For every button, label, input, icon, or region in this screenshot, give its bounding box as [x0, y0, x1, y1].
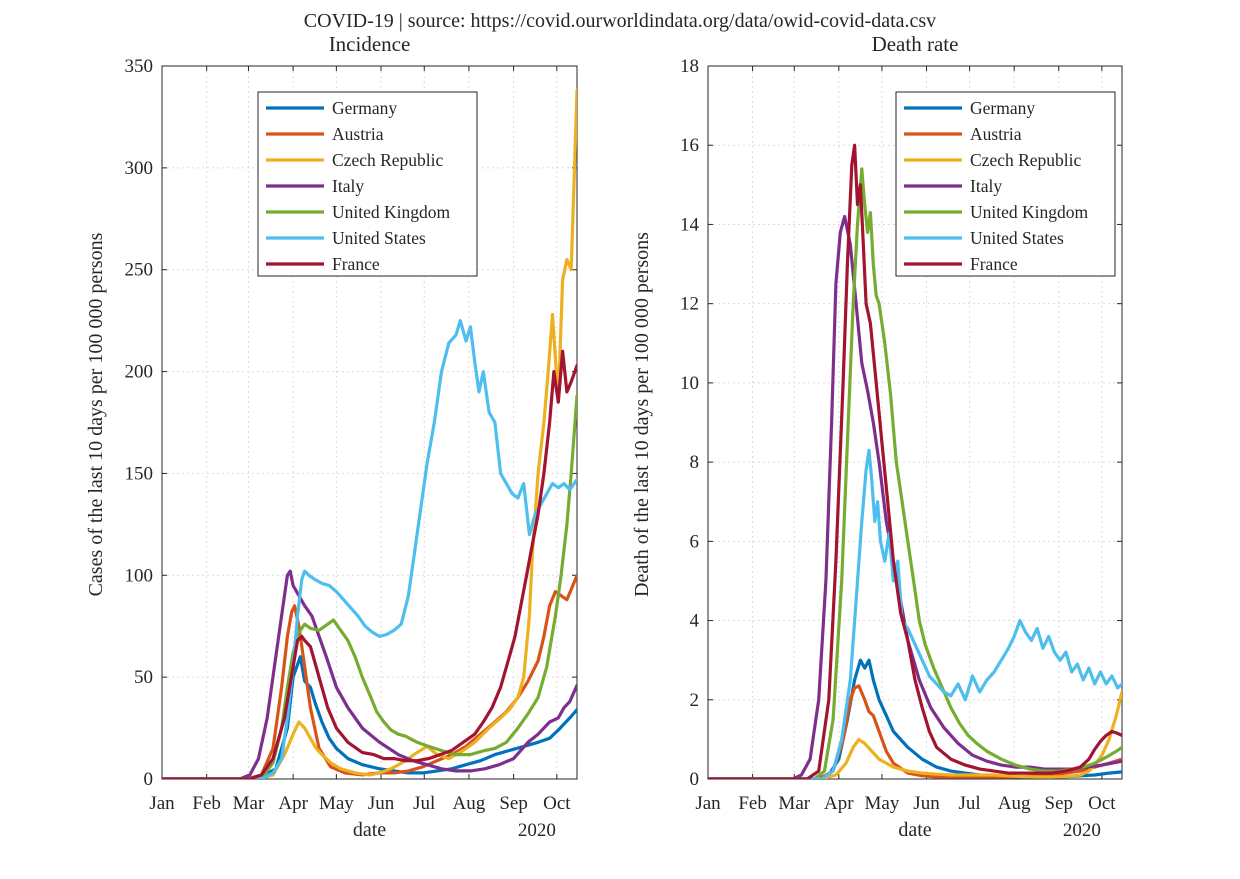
incidence-ytick-label: 0	[144, 769, 154, 790]
incidence-ytick-label: 250	[125, 260, 154, 281]
incidence-legend: Germany Austria Czech Republic Italy United …	[257, 91, 478, 277]
incidence-ytick-label: 50	[134, 667, 153, 688]
incidence-series-lines	[162, 88, 577, 779]
death-rate-legend: Germany Austria Czech Republic Italy United …	[895, 91, 1116, 277]
death-rate-legend-label-united-states: United States	[970, 228, 1064, 248]
incidence-xtick-label: Feb	[192, 793, 221, 814]
death-rate-ytick-label: 8	[690, 452, 700, 473]
death-rate-series-lines	[708, 143, 1122, 779]
death-rate-xtick-label: Aug	[998, 793, 1031, 814]
death-rate-ytick-label: 10	[680, 373, 699, 394]
death-rate-series-austria	[708, 684, 1122, 779]
incidence-ytick-label: 200	[125, 362, 154, 383]
incidence-series-italy	[162, 569, 577, 779]
incidence-series-united-kingdom	[162, 394, 577, 779]
incidence-xtick-label: Sep	[499, 793, 528, 814]
death-rate-ytick-label: 16	[680, 135, 699, 156]
death-rate-legend-label-germany: Germany	[970, 98, 1035, 118]
death-rate-legend-label-france: France	[970, 254, 1018, 274]
figure-suptitle: COVID-19 | source: https://covid.ourworl…	[304, 10, 936, 32]
death-rate-ytick-label: 12	[680, 294, 699, 315]
incidence-legend-label-united-states: United States	[332, 228, 426, 248]
incidence-x-axis-label: date	[353, 819, 386, 841]
death-rate-xtick-label: May	[865, 793, 900, 814]
death-rate-xtick-label: Apr	[824, 793, 854, 814]
incidence-axes-box	[161, 65, 578, 780]
incidence-legend-box	[257, 91, 478, 277]
death-rate-axes-box	[707, 65, 1123, 780]
incidence-series-france	[162, 349, 577, 779]
incidence-ytick-label: 300	[125, 158, 154, 179]
death-rate-legend-label-austria: Austria	[970, 124, 1022, 144]
death-rate-series-czech-republic	[708, 690, 1122, 779]
death-rate-x-axis-label: date	[898, 819, 931, 841]
death-rate-xtick-label: Mar	[778, 793, 810, 814]
death-rate-series-france	[708, 143, 1122, 779]
incidence-panel: 0 50 100 150 200 250 300 350 Jan Feb Mar Apr May Jun J…	[85, 32, 578, 841]
incidence-legend-label-czech-republic: Czech Republic	[332, 150, 444, 170]
death-rate-title: Death rate	[872, 32, 959, 56]
incidence-series-germany	[162, 655, 577, 779]
incidence-year-label: 2020	[518, 820, 556, 841]
death-rate-y-axis-label: Death of the last 10 days per 100 000 pe…	[631, 232, 653, 597]
death-rate-ytick-label: 2	[690, 690, 700, 711]
death-rate-series-united-kingdom	[708, 167, 1122, 779]
incidence-grid	[162, 66, 577, 779]
death-rate-year-label: 2020	[1063, 820, 1101, 841]
death-rate-xtick-label: Sep	[1045, 793, 1074, 814]
death-rate-ytick-label: 6	[690, 531, 700, 552]
death-rate-legend-label-united-kingdom: United Kingdom	[970, 202, 1089, 222]
death-rate-xtick-label: Jun	[913, 793, 940, 814]
incidence-legend-label-united-kingdom: United Kingdom	[332, 202, 451, 222]
incidence-xtick-label: Jun	[368, 793, 395, 814]
incidence-xtick-label: Mar	[233, 793, 265, 814]
incidence-xtick-label: Jan	[149, 793, 175, 814]
incidence-legend-label-austria: Austria	[332, 124, 384, 144]
death-rate-legend-label-czech-republic: Czech Republic	[970, 150, 1082, 170]
death-rate-ytick-label: 18	[680, 56, 699, 77]
incidence-xtick-label: Aug	[453, 793, 486, 814]
death-rate-series-united-states	[708, 448, 1122, 779]
incidence-series-united-states	[162, 319, 577, 779]
death-rate-legend-box	[895, 91, 1116, 277]
death-rate-xtick-label: Jul	[959, 793, 981, 814]
death-rate-ytick-label: 0	[690, 769, 700, 790]
incidence-legend-label-france: France	[332, 254, 380, 274]
incidence-series-austria	[162, 573, 577, 779]
death-rate-ytick-label: 14	[680, 214, 700, 235]
incidence-xtick-label: Oct	[543, 793, 571, 814]
death-rate-series-italy	[708, 214, 1122, 779]
incidence-ytick-label: 350	[125, 56, 154, 77]
incidence-legend-label-germany: Germany	[332, 98, 397, 118]
death-rate-xtick-label: Feb	[738, 793, 767, 814]
incidence-title: Incidence	[329, 32, 411, 56]
death-rate-panel: 0 2 4 6 8 10 12 14 16 18 Jan Feb Mar Apr May Jun Jul Aug S…	[631, 32, 1123, 841]
incidence-xtick-label: Jul	[413, 793, 435, 814]
death-rate-legend-label-italy: Italy	[970, 176, 1002, 196]
death-rate-xtick-label: Oct	[1088, 793, 1116, 814]
incidence-legend-label-italy: Italy	[332, 176, 364, 196]
incidence-ytick-label: 100	[125, 565, 154, 586]
incidence-xtick-label: May	[319, 793, 354, 814]
incidence-y-axis-label: Cases of the last 10 days per 100 000 pe…	[85, 232, 107, 596]
death-rate-xtick-label: Jan	[695, 793, 721, 814]
incidence-xtick-label: Apr	[278, 793, 308, 814]
incidence-ytick-label: 150	[125, 463, 154, 484]
death-rate-ytick-label: 4	[690, 611, 700, 632]
